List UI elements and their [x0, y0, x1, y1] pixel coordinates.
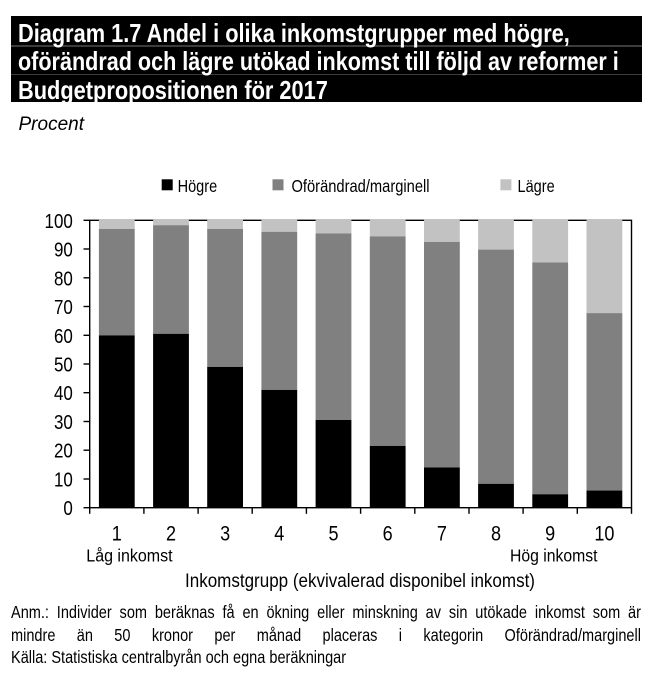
svg-text:5: 5 — [328, 522, 338, 546]
svg-text:Låg inkomst: Låg inkomst — [86, 546, 173, 566]
svg-text:10: 10 — [54, 468, 73, 491]
svg-text:90: 90 — [54, 238, 73, 261]
svg-text:Oförändrad/marginell: Oförändrad/marginell — [292, 177, 430, 196]
svg-text:2: 2 — [166, 522, 176, 546]
svg-text:100: 100 — [45, 209, 73, 232]
svg-text:40: 40 — [54, 382, 73, 405]
svg-text:4: 4 — [274, 522, 284, 546]
svg-text:Hög inkomst: Hög inkomst — [510, 546, 598, 566]
svg-text:50: 50 — [54, 353, 73, 376]
svg-text:1: 1 — [112, 522, 122, 546]
svg-text:0: 0 — [63, 497, 72, 520]
svg-text:80: 80 — [54, 267, 73, 290]
svg-text:20: 20 — [54, 439, 73, 462]
svg-text:30: 30 — [54, 411, 73, 434]
svg-text:Inkomstgrupp (ekvivalerad disp: Inkomstgrupp (ekvivalerad disponibel ink… — [185, 569, 535, 591]
svg-text:6: 6 — [383, 522, 393, 546]
svg-text:70: 70 — [54, 296, 73, 319]
svg-text:Lägre: Lägre — [518, 177, 555, 197]
svg-text:3: 3 — [220, 522, 230, 546]
svg-text:10: 10 — [594, 522, 614, 546]
svg-text:Högre: Högre — [178, 177, 218, 197]
svg-text:9: 9 — [545, 522, 555, 546]
svg-text:7: 7 — [437, 522, 447, 546]
svg-text:60: 60 — [54, 324, 73, 347]
svg-text:8: 8 — [491, 522, 501, 546]
